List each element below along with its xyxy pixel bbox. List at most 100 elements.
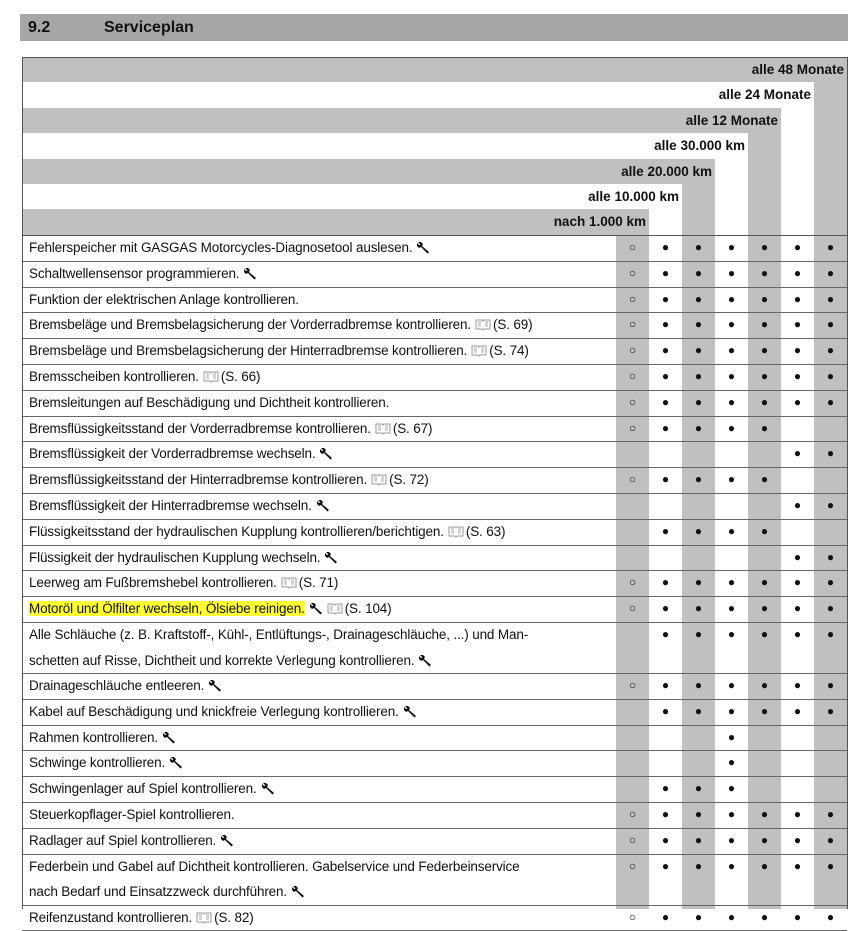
rule xyxy=(22,698,847,700)
mark: ● xyxy=(727,291,736,306)
mark: ● xyxy=(694,858,703,873)
mark: ● xyxy=(694,343,703,358)
mark: ● xyxy=(760,343,769,358)
mark: ○ xyxy=(628,807,637,821)
row-text-line: Bremsscheiben kontrollieren. xyxy=(29,369,199,384)
mark: ● xyxy=(661,240,670,254)
mark: ● xyxy=(793,446,802,461)
rule xyxy=(22,853,847,855)
wrench-icon xyxy=(261,783,274,795)
mark: ● xyxy=(694,523,703,538)
mark: ○ xyxy=(628,601,637,616)
mark: ● xyxy=(727,729,736,744)
row-text-line: Bremsbeläge und Bremsbelagsicherung der … xyxy=(29,317,471,333)
mark: ● xyxy=(793,394,802,409)
mark: ○ xyxy=(628,472,637,487)
mark: ○ xyxy=(628,369,637,383)
border xyxy=(22,57,847,58)
mark: ● xyxy=(760,472,769,487)
wrench-icon xyxy=(292,886,305,898)
mark: ● xyxy=(727,627,736,641)
rule xyxy=(22,904,847,906)
mark: ● xyxy=(694,807,703,821)
mark: ● xyxy=(760,291,769,306)
page-reference: (S. 72) xyxy=(389,472,429,488)
mark: ● xyxy=(826,343,835,358)
mark: ● xyxy=(661,858,670,873)
mark: ● xyxy=(826,369,835,383)
mark: ● xyxy=(694,265,703,280)
row-text: Reifenzustand kontrollieren. (S. 82) xyxy=(22,905,616,931)
mark: ● xyxy=(661,627,670,641)
mark: ● xyxy=(727,575,736,590)
row-text-line: Bremsflüssigkeitsstand der Hinterradbrem… xyxy=(29,472,368,488)
rule xyxy=(22,802,847,803)
mark: ● xyxy=(793,369,802,383)
mark: ● xyxy=(826,807,835,821)
mark: ● xyxy=(826,832,835,847)
mark: ● xyxy=(694,909,703,924)
mark: ○ xyxy=(628,909,637,924)
mark: ● xyxy=(661,832,670,847)
wrench-icon xyxy=(417,242,430,254)
row-text: Schwinge kontrollieren. xyxy=(22,750,616,776)
column-stripe xyxy=(715,133,748,909)
column-stripe xyxy=(781,82,814,909)
row-text: Motoröl und Ölfilter wechseln, Ölsiebe r… xyxy=(22,596,616,622)
page-reference: (S. 82) xyxy=(214,909,254,925)
mark: ● xyxy=(826,575,835,590)
page: 9.2 Serviceplan nach 1.000 km alle 10.000… xyxy=(20,14,848,931)
section-header: 9.2 Serviceplan xyxy=(20,14,848,41)
mark: ● xyxy=(760,240,769,254)
wrench-icon xyxy=(221,834,234,847)
mark: ● xyxy=(694,317,703,332)
page-reference: (S. 104) xyxy=(344,601,392,617)
section-title: Serviceplan xyxy=(104,19,194,36)
page-reference: (S. 69) xyxy=(493,317,533,333)
wrench-icon xyxy=(162,731,175,744)
mark: ● xyxy=(727,909,736,924)
wrench-icon xyxy=(170,757,183,769)
mark: ● xyxy=(694,472,703,487)
column-header: alle 10.000 km xyxy=(22,184,682,210)
rule xyxy=(22,596,847,598)
column-stripe xyxy=(814,57,847,909)
mark: ● xyxy=(826,317,835,332)
border xyxy=(847,57,848,909)
row-text-line: Rahmen kontrollieren. xyxy=(29,729,158,745)
mark: ● xyxy=(793,498,802,512)
mark: ● xyxy=(793,627,802,641)
book-icon xyxy=(281,577,297,590)
mark: ● xyxy=(694,394,703,409)
rule xyxy=(22,441,847,443)
rule xyxy=(22,260,847,262)
border xyxy=(22,57,23,909)
row-text: nach Bedarf und Einsatzzweck durchführen… xyxy=(22,879,616,905)
rule xyxy=(22,544,847,546)
wrench-icon xyxy=(419,654,432,667)
mark: ● xyxy=(826,265,835,280)
mark: ● xyxy=(760,601,769,616)
page-reference: (S. 71) xyxy=(298,575,339,591)
mark: ● xyxy=(826,678,835,692)
mark: ○ xyxy=(628,858,637,873)
wrench-icon xyxy=(244,267,257,280)
mark: ● xyxy=(760,420,769,435)
row-text: Funktion der elektrischen Anlage kontrol… xyxy=(22,287,616,313)
row-text: Bremsflüssigkeitsstand der Vorderradbrem… xyxy=(22,416,616,442)
row-text: Leerweg am Fußbremshebel kontrollieren. (… xyxy=(22,570,616,596)
mark: ● xyxy=(661,369,670,383)
book-icon xyxy=(375,423,391,435)
mark: ● xyxy=(793,549,802,564)
row-text-line: Schwingenlager auf Spiel kontrollieren. xyxy=(29,781,257,797)
mark: ● xyxy=(760,678,769,692)
row-text: Drainageschläuche entleeren. xyxy=(22,673,616,699)
mark: ● xyxy=(793,575,802,590)
wrench-icon xyxy=(209,680,222,692)
mark: ● xyxy=(727,781,736,796)
mark: ○ xyxy=(628,317,637,332)
row-text: Bremsflüssigkeit der Vorderradbremse wec… xyxy=(22,441,616,467)
column-header: alle 20.000 km xyxy=(22,158,715,184)
mark: ● xyxy=(694,678,703,692)
mark: ● xyxy=(760,317,769,332)
